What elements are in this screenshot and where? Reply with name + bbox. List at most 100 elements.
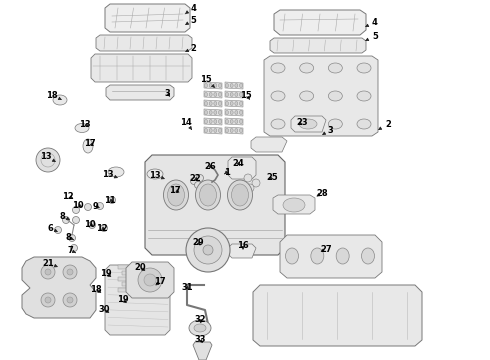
Ellipse shape <box>225 84 228 87</box>
Circle shape <box>186 228 230 272</box>
Text: 3: 3 <box>164 89 170 98</box>
Text: 26: 26 <box>204 162 216 171</box>
Text: 5: 5 <box>366 32 378 41</box>
Ellipse shape <box>328 63 343 73</box>
Ellipse shape <box>204 129 207 132</box>
Ellipse shape <box>271 63 285 73</box>
Text: 19: 19 <box>117 296 129 305</box>
Polygon shape <box>225 118 243 125</box>
Ellipse shape <box>225 129 228 132</box>
Text: 21: 21 <box>42 258 57 267</box>
Ellipse shape <box>75 123 89 132</box>
Text: 2: 2 <box>379 120 391 130</box>
Text: 27: 27 <box>320 244 332 253</box>
Polygon shape <box>291 116 326 132</box>
Text: 3: 3 <box>322 126 333 135</box>
Ellipse shape <box>164 180 189 210</box>
Ellipse shape <box>225 93 228 96</box>
Ellipse shape <box>209 102 212 105</box>
Polygon shape <box>126 262 174 298</box>
Text: 13: 13 <box>149 171 164 180</box>
Circle shape <box>69 234 75 242</box>
Text: 5: 5 <box>186 15 196 24</box>
Circle shape <box>63 216 70 224</box>
Text: 13: 13 <box>102 170 117 179</box>
Circle shape <box>252 179 260 187</box>
Ellipse shape <box>108 167 124 177</box>
Circle shape <box>45 297 51 303</box>
Text: 9: 9 <box>92 202 99 211</box>
Ellipse shape <box>357 91 371 101</box>
Circle shape <box>196 175 203 181</box>
Ellipse shape <box>336 248 349 264</box>
Circle shape <box>203 245 213 255</box>
Text: 22: 22 <box>189 174 201 183</box>
Ellipse shape <box>204 84 207 87</box>
Ellipse shape <box>219 111 221 114</box>
Ellipse shape <box>36 148 60 172</box>
Ellipse shape <box>219 120 221 123</box>
Ellipse shape <box>230 111 233 114</box>
Ellipse shape <box>219 102 221 105</box>
Text: 32: 32 <box>194 315 206 324</box>
Text: 16: 16 <box>237 240 249 249</box>
Ellipse shape <box>235 102 238 105</box>
Circle shape <box>84 203 92 211</box>
Polygon shape <box>106 85 174 100</box>
Ellipse shape <box>300 119 314 129</box>
Ellipse shape <box>235 84 238 87</box>
Ellipse shape <box>271 91 285 101</box>
Circle shape <box>97 202 103 210</box>
Polygon shape <box>204 127 222 134</box>
Ellipse shape <box>83 139 93 153</box>
Ellipse shape <box>214 84 217 87</box>
Text: 8: 8 <box>65 233 74 242</box>
Ellipse shape <box>225 102 228 105</box>
Ellipse shape <box>235 111 238 114</box>
Polygon shape <box>251 137 287 152</box>
Polygon shape <box>225 100 243 107</box>
Polygon shape <box>225 109 243 116</box>
Ellipse shape <box>189 320 211 336</box>
Circle shape <box>71 244 77 252</box>
Text: 19: 19 <box>100 270 112 279</box>
Polygon shape <box>204 100 222 107</box>
Text: 23: 23 <box>296 117 308 126</box>
Ellipse shape <box>240 120 243 123</box>
Polygon shape <box>225 82 243 89</box>
Ellipse shape <box>214 93 217 96</box>
Text: 14: 14 <box>180 117 192 130</box>
Polygon shape <box>270 38 366 53</box>
Circle shape <box>63 293 77 307</box>
Polygon shape <box>105 265 170 335</box>
Ellipse shape <box>209 129 212 132</box>
Text: 10: 10 <box>72 201 84 210</box>
Text: 1: 1 <box>224 167 230 176</box>
Ellipse shape <box>300 63 314 73</box>
Ellipse shape <box>328 119 343 129</box>
Circle shape <box>191 177 197 185</box>
Ellipse shape <box>147 169 163 179</box>
Polygon shape <box>145 155 285 255</box>
Ellipse shape <box>214 129 217 132</box>
Polygon shape <box>204 82 222 89</box>
Ellipse shape <box>209 84 212 87</box>
Polygon shape <box>204 91 222 98</box>
Circle shape <box>244 174 252 182</box>
Text: 20: 20 <box>134 264 146 273</box>
Ellipse shape <box>209 111 212 114</box>
Text: 18: 18 <box>90 285 102 294</box>
Ellipse shape <box>230 129 233 132</box>
Text: 30: 30 <box>98 306 110 315</box>
Polygon shape <box>105 4 190 32</box>
Ellipse shape <box>299 119 317 129</box>
Text: 11: 11 <box>104 195 116 204</box>
Ellipse shape <box>219 129 221 132</box>
Circle shape <box>246 184 254 192</box>
Polygon shape <box>253 285 422 346</box>
Text: 29: 29 <box>192 238 204 247</box>
Circle shape <box>63 265 77 279</box>
Ellipse shape <box>311 248 324 264</box>
Text: 15: 15 <box>240 90 252 99</box>
Circle shape <box>144 274 156 286</box>
